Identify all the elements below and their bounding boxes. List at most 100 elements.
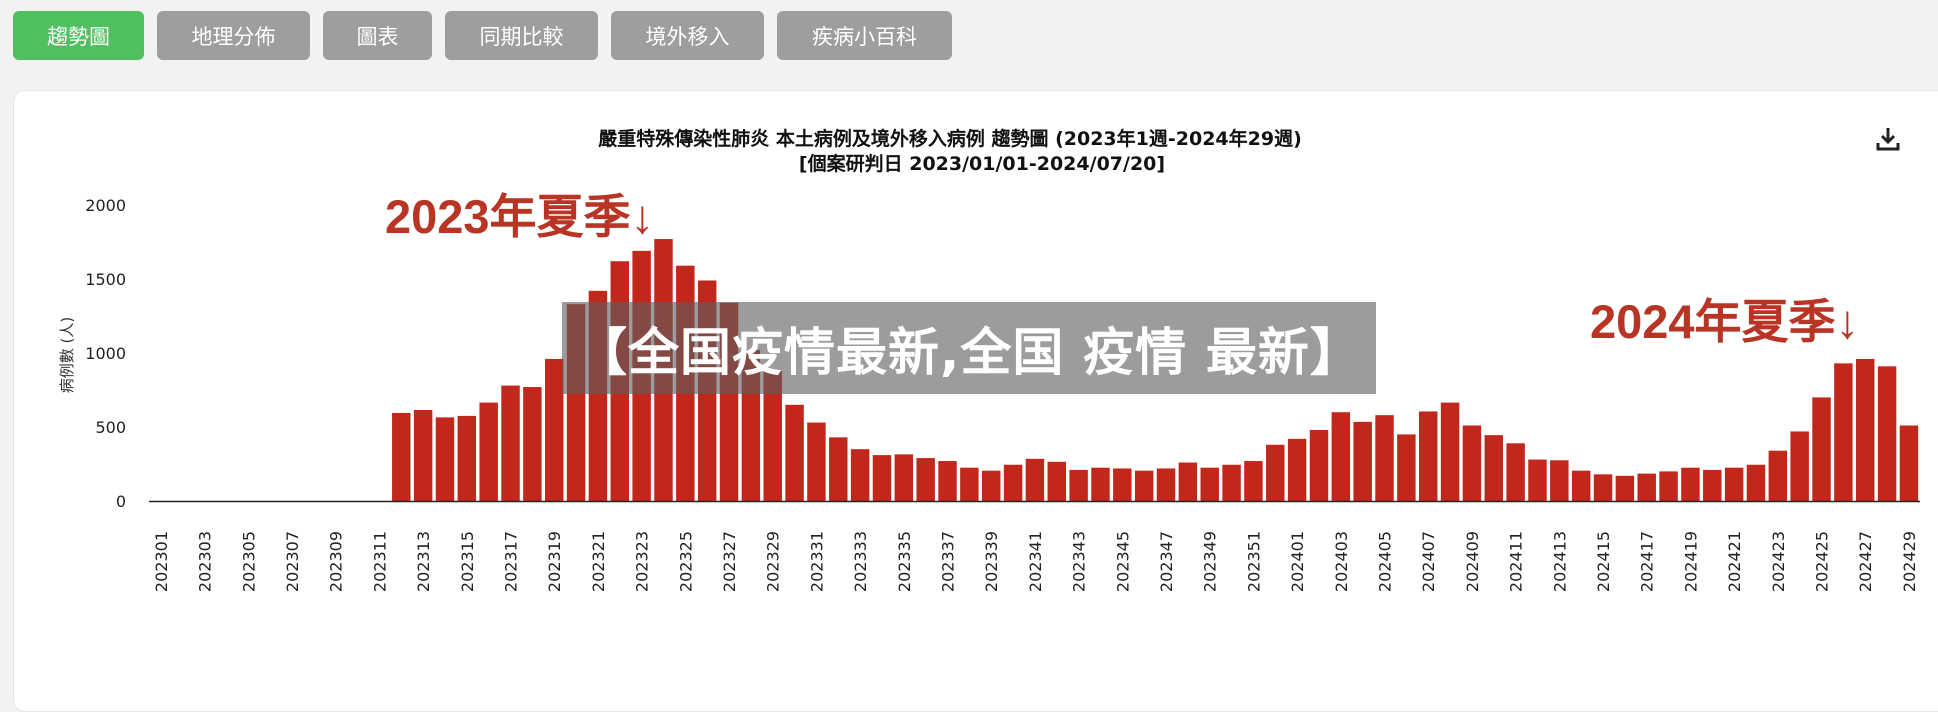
bar-202408[interactable]: [1440, 402, 1460, 501]
x-tick-label: 202349: [1201, 531, 1220, 592]
x-tick-label: 202337: [939, 531, 958, 592]
bar-202342[interactable]: [1047, 461, 1066, 501]
x-tick-label: 202411: [1507, 531, 1526, 592]
bar-202337[interactable]: [938, 461, 957, 501]
bar-202415[interactable]: [1593, 474, 1613, 501]
trend-bar-chart: 嚴重特殊傳染性肺炎 本土病例及境外移入病例 趨勢圖 (2023年1週-2024年…: [58, 127, 1920, 592]
tab-disease-encyclopedia[interactable]: 疾病小百科: [777, 11, 952, 60]
bar-202347[interactable]: [1156, 468, 1176, 501]
bar-202413[interactable]: [1550, 460, 1569, 501]
bar-202428[interactable]: [1877, 366, 1897, 501]
chart-card: [13, 90, 1938, 712]
tab-geographic-distribution[interactable]: 地理分佈: [157, 11, 310, 60]
x-tick-label: 202333: [851, 531, 870, 592]
bar-202419[interactable]: [1681, 467, 1700, 501]
x-tick-label: 202351: [1244, 531, 1263, 592]
x-tick-label: 202331: [807, 531, 826, 592]
bar-202405[interactable]: [1375, 415, 1394, 501]
y-tick-label: 1500: [85, 270, 126, 289]
bar-202317[interactable]: [501, 385, 520, 501]
x-tick-label: 202409: [1463, 531, 1482, 592]
x-tick-label: 202419: [1681, 531, 1700, 592]
download-icon[interactable]: [1874, 125, 1902, 153]
bar-202422[interactable]: [1746, 464, 1766, 501]
x-tick-label: 202405: [1376, 531, 1395, 592]
bar-202338[interactable]: [960, 467, 979, 501]
bar-202426[interactable]: [1834, 363, 1853, 501]
bar-202312[interactable]: [392, 412, 411, 501]
bar-202348[interactable]: [1178, 462, 1198, 501]
x-tick-label: 202325: [676, 531, 695, 592]
bar-202340[interactable]: [1003, 464, 1023, 501]
bar-202418[interactable]: [1659, 471, 1678, 501]
x-tick-label: 202421: [1725, 531, 1744, 592]
x-tick-label: 202413: [1550, 531, 1569, 592]
x-tick-label: 202417: [1638, 531, 1657, 592]
bar-202427[interactable]: [1856, 358, 1875, 501]
x-tick-label: 202317: [502, 531, 521, 592]
bar-202423[interactable]: [1768, 450, 1788, 501]
bar-202425[interactable]: [1812, 397, 1831, 501]
bar-202331[interactable]: [807, 422, 826, 501]
bar-202409[interactable]: [1462, 425, 1482, 501]
x-tick-label: 202415: [1594, 531, 1613, 592]
bar-202341[interactable]: [1025, 458, 1045, 501]
overlay-banner: 【全国疫情最新,全国 疫情 最新】: [562, 302, 1376, 394]
y-tick-label: 500: [95, 418, 126, 437]
bar-202333[interactable]: [850, 449, 870, 501]
bar-202336[interactable]: [916, 458, 935, 501]
bar-202402[interactable]: [1309, 429, 1329, 501]
annotation-summer-2024: 2024年夏季↓: [1590, 295, 1860, 348]
x-tick-label: 202301: [152, 531, 171, 592]
bar-202421[interactable]: [1724, 467, 1744, 501]
x-tick-label: 202423: [1769, 531, 1788, 592]
x-tick-label: 202427: [1856, 531, 1875, 592]
overlay-text: 【全国疫情最新,全国 疫情 最新】: [576, 324, 1362, 383]
bar-202329[interactable]: [763, 370, 782, 501]
bar-202352[interactable]: [1266, 444, 1285, 501]
bar-202401[interactable]: [1287, 438, 1307, 501]
tab-imported-cases[interactable]: 境外移入: [611, 11, 764, 60]
x-tick-label: 202329: [764, 531, 783, 592]
bar-202416[interactable]: [1615, 475, 1635, 501]
tab-period-comparison[interactable]: 同期比較: [445, 11, 598, 60]
bar-202410[interactable]: [1484, 435, 1503, 501]
bar-202314[interactable]: [435, 417, 455, 501]
bar-202339[interactable]: [982, 470, 1001, 501]
bar-202345[interactable]: [1113, 468, 1132, 501]
bar-202407[interactable]: [1419, 411, 1438, 501]
x-tick-label: 202323: [633, 531, 652, 592]
bar-202343[interactable]: [1069, 469, 1088, 501]
bar-202319[interactable]: [545, 358, 564, 501]
bar-202316[interactable]: [479, 402, 498, 501]
x-tick-label: 202401: [1288, 531, 1307, 592]
bar-202344[interactable]: [1091, 467, 1110, 501]
bar-202318[interactable]: [523, 387, 542, 501]
x-tick-label: 202311: [370, 531, 389, 592]
bar-202424[interactable]: [1790, 431, 1809, 501]
bar-202411[interactable]: [1506, 443, 1525, 501]
tab-charts[interactable]: 圖表: [323, 11, 432, 60]
x-tick-label: 202403: [1332, 531, 1351, 592]
x-tick-label: 202309: [327, 531, 346, 592]
bar-202351[interactable]: [1244, 461, 1263, 501]
bar-202349[interactable]: [1200, 467, 1219, 501]
bar-202406[interactable]: [1397, 434, 1416, 501]
bar-202417[interactable]: [1637, 473, 1656, 501]
bar-202330[interactable]: [785, 404, 804, 501]
bar-202412[interactable]: [1528, 459, 1547, 501]
bar-202420[interactable]: [1703, 469, 1722, 501]
bar-202404[interactable]: [1353, 421, 1372, 501]
bar-202429[interactable]: [1899, 425, 1919, 501]
y-tick-label: 1000: [85, 344, 126, 363]
bar-202403[interactable]: [1331, 412, 1351, 501]
bar-202315[interactable]: [457, 415, 477, 501]
bar-202414[interactable]: [1571, 470, 1591, 501]
bar-202332[interactable]: [829, 437, 848, 501]
bar-202335[interactable]: [894, 454, 914, 501]
bar-202350[interactable]: [1222, 464, 1241, 501]
bar-202346[interactable]: [1134, 470, 1154, 501]
bar-202313[interactable]: [413, 409, 433, 501]
bar-202334[interactable]: [872, 455, 892, 501]
tab-trend-chart[interactable]: 趨勢圖: [13, 11, 144, 60]
